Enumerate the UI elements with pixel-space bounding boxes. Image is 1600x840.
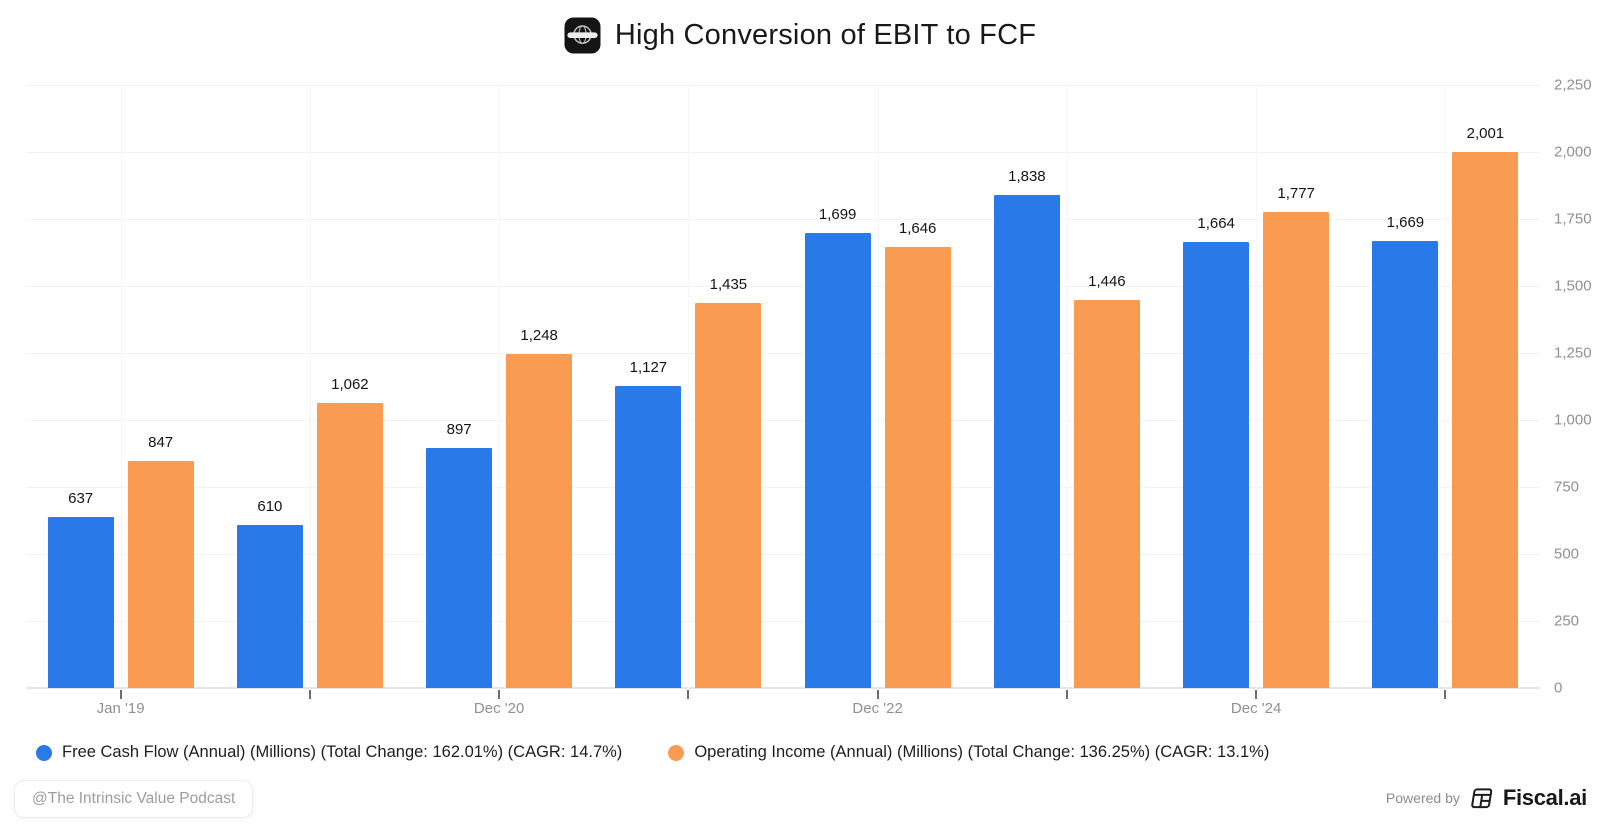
bar[interactable] [804, 232, 871, 688]
y-axis-tick-label: 750 [1554, 478, 1580, 496]
bar[interactable] [1073, 300, 1140, 688]
chart-header: High Conversion of EBIT to FCF [0, 17, 1600, 54]
bar-value-label: 1,248 [520, 326, 558, 344]
gridline-horizontal [26, 621, 1540, 622]
bar[interactable] [426, 447, 493, 688]
x-axis-tick [308, 690, 311, 699]
bar-value-label: 2,001 [1466, 124, 1505, 142]
x-axis-tick [498, 690, 501, 699]
bar-value-label: 1,664 [1197, 215, 1235, 233]
bar[interactable] [884, 246, 951, 688]
y-axis-tick-label: 1,000 [1554, 411, 1592, 429]
x-axis-tick-label: Dec '20 [473, 700, 525, 717]
legend-item-operating-income[interactable]: Operating Income (Annual) (Millions) (To… [668, 743, 1269, 762]
x-axis-line [26, 687, 1540, 689]
bar[interactable] [316, 403, 383, 688]
bar[interactable] [47, 517, 114, 688]
x-axis-tick [1255, 690, 1258, 699]
gridline-horizontal [26, 152, 1540, 153]
x-axis-tick [1444, 690, 1447, 699]
y-axis-tick-label: 2,000 [1554, 143, 1592, 161]
gridline-vertical [120, 85, 122, 688]
bar-value-label: 1,435 [709, 276, 748, 294]
bar-value-label: 1,127 [629, 358, 668, 376]
gridline-horizontal [26, 286, 1540, 287]
fiscal-logo-icon [1471, 787, 1493, 808]
bar[interactable] [1263, 211, 1330, 688]
bar[interactable] [993, 195, 1060, 688]
bar[interactable] [506, 353, 573, 688]
bar-value-label: 1,777 [1277, 184, 1315, 202]
bar[interactable] [127, 461, 194, 688]
gridline-vertical [499, 85, 501, 688]
y-axis-tick-label: 1,750 [1554, 210, 1592, 228]
gridline-horizontal [26, 219, 1540, 220]
y-axis-tick-label: 0 [1554, 679, 1563, 697]
gridline-horizontal [26, 554, 1540, 555]
x-axis-tick [1065, 690, 1068, 699]
bar[interactable] [1183, 242, 1250, 688]
gridline-horizontal [26, 353, 1540, 354]
gridline-vertical [877, 85, 879, 688]
legend-label: Free Cash Flow (Annual) (Millions) (Tota… [62, 743, 623, 761]
bar-value-label: 637 [68, 490, 94, 508]
y-axis-tick-label: 250 [1554, 612, 1580, 630]
chart-title: High Conversion of EBIT to FCF [614, 19, 1037, 51]
x-axis-tick [119, 690, 122, 699]
powered-by[interactable]: Powered by Fiscal.ai [1386, 785, 1587, 811]
gridline-vertical [1066, 85, 1068, 688]
legend-dot-blue [36, 744, 52, 761]
bar-value-label: 610 [257, 497, 283, 515]
legend-item-free-cash-flow[interactable]: Free Cash Flow (Annual) (Millions) (Tota… [36, 743, 622, 762]
legend-label: Operating Income (Annual) (Millions) (To… [694, 743, 1270, 761]
bar-value-label: 1,838 [1008, 168, 1046, 186]
bar[interactable] [695, 303, 762, 688]
bar[interactable] [1452, 151, 1519, 688]
y-axis-tick-label: 2,250 [1554, 76, 1592, 94]
gridline-horizontal [26, 420, 1540, 421]
gridline-vertical [1256, 85, 1258, 688]
x-axis-tick-label: Jan '19 [96, 700, 145, 717]
legend-dot-orange [668, 744, 685, 761]
bar-value-label: 1,669 [1386, 213, 1425, 231]
x-axis-tick-label: Dec '24 [1230, 700, 1282, 717]
chart-legend: Free Cash Flow (Annual) (Millions) (Tota… [36, 743, 1269, 762]
y-axis-tick-label: 1,500 [1554, 277, 1592, 295]
bar[interactable] [615, 385, 682, 688]
globe-badge-icon [564, 17, 601, 54]
watermark-badge: @The Intrinsic Value Podcast [14, 780, 254, 818]
bar[interactable] [1372, 240, 1439, 688]
gridline-vertical [688, 85, 690, 688]
brand-name: Fiscal.ai [1502, 785, 1587, 810]
bar-value-label: 1,699 [818, 205, 857, 223]
powered-by-label: Powered by [1385, 790, 1460, 806]
gridline-vertical [1445, 85, 1447, 688]
bar-value-label: 1,062 [331, 376, 369, 394]
bar-value-label: 1,446 [1088, 273, 1126, 291]
x-axis-tick [876, 690, 879, 699]
y-axis-tick-label: 500 [1554, 545, 1580, 563]
y-axis-tick-label: 1,250 [1554, 344, 1592, 362]
gridline-vertical [309, 85, 311, 688]
bar-value-label: 897 [446, 420, 472, 438]
gridline-horizontal [26, 487, 1540, 488]
bar-value-label: 847 [148, 434, 174, 451]
watermark-text: @The Intrinsic Value Podcast [32, 790, 236, 807]
x-axis-tick-label: Dec '22 [852, 700, 903, 717]
x-axis-tick [687, 690, 690, 699]
bar-value-label: 1,646 [898, 219, 937, 237]
bar[interactable] [236, 524, 303, 688]
gridline-horizontal [26, 85, 1540, 86]
